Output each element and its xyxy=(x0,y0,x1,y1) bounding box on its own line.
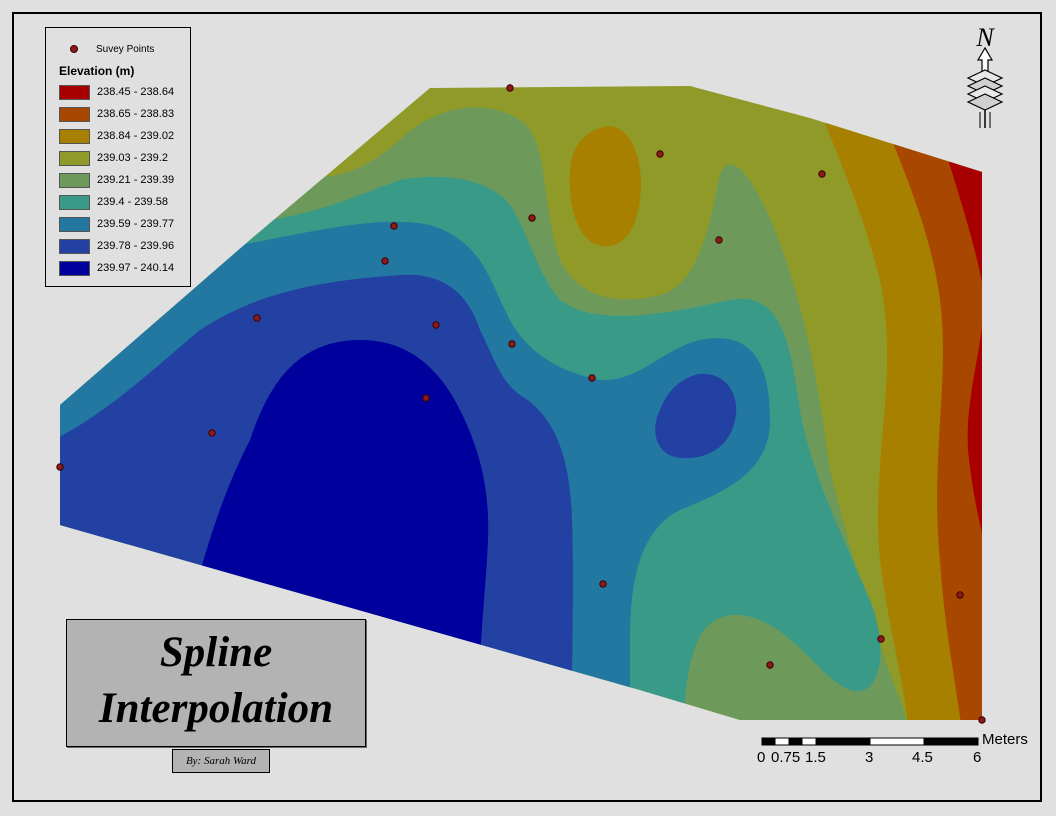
legend-class-label: 238.45 - 238.64 xyxy=(97,86,175,98)
survey-point xyxy=(599,580,607,588)
survey-point xyxy=(715,236,723,244)
scale-bar-segment xyxy=(761,737,776,746)
scale-bar-label: 4.5 xyxy=(912,749,933,766)
survey-point xyxy=(818,170,826,178)
scale-bar-label: 1.5 xyxy=(805,749,826,766)
scale-bar-segment xyxy=(923,737,979,746)
legend-swatch xyxy=(59,195,90,210)
map-title-line-1: Spline xyxy=(159,629,273,676)
legend-swatch xyxy=(59,239,90,254)
survey-point xyxy=(422,394,430,402)
legend-swatch xyxy=(59,85,90,100)
zone-class-2 xyxy=(800,86,982,720)
survey-point xyxy=(877,635,885,643)
legend-class-label: 238.84 - 239.02 xyxy=(97,130,175,142)
survey-point xyxy=(508,340,516,348)
legend-title: Elevation (m) xyxy=(59,64,135,78)
legend-class-label: 239.59 - 239.77 xyxy=(97,218,175,230)
survey-point xyxy=(506,84,514,92)
legend-class-label: 238.65 - 238.83 xyxy=(97,108,175,120)
survey-point xyxy=(432,321,440,329)
scale-bar-label: 0.75 xyxy=(771,749,801,766)
survey-point xyxy=(390,222,398,230)
survey-point xyxy=(766,661,774,669)
map-legend: Suvey Points Elevation (m) 238.45 - 238.… xyxy=(45,27,191,287)
scale-bar-label: 3 xyxy=(865,749,874,766)
north-arrow-icon: N xyxy=(966,23,1004,128)
legend-class-label: 239.03 - 239.2 xyxy=(97,152,168,164)
legend-class-label: 239.4 - 239.58 xyxy=(97,196,168,208)
survey-point-symbol-icon xyxy=(70,45,78,53)
scale-bar-label: 6 xyxy=(973,749,982,766)
legend-class-label: 239.21 - 239.39 xyxy=(97,174,175,186)
legend-points-label: Suvey Points xyxy=(96,44,155,55)
legend-class-label: 239.97 - 240.14 xyxy=(97,262,175,274)
north-arrow-letter: N xyxy=(975,23,995,52)
survey-point xyxy=(208,429,216,437)
zone-class-7-pocket xyxy=(655,373,737,459)
legend-swatch xyxy=(59,129,90,144)
scale-bar-segment xyxy=(788,737,803,746)
survey-point xyxy=(381,257,389,265)
survey-points xyxy=(56,84,986,724)
scale-bar-label: 0 xyxy=(757,749,766,766)
survey-point xyxy=(253,314,261,322)
legend-swatch xyxy=(59,261,90,276)
scale-bar-segment xyxy=(869,737,925,746)
scale-bar-segment xyxy=(774,737,790,746)
author-credit: By: Sarah Ward xyxy=(172,749,270,773)
scale-bar-unit: Meters xyxy=(982,731,1028,748)
survey-point xyxy=(56,463,64,471)
scale-bar-segment xyxy=(801,737,817,746)
legend-swatch xyxy=(59,107,90,122)
survey-point xyxy=(956,591,964,599)
survey-point xyxy=(656,150,664,158)
map-title-line-2: Interpolation xyxy=(98,685,334,732)
survey-point xyxy=(528,214,536,222)
legend-swatch xyxy=(59,151,90,166)
map-title-box: Spline Interpolation xyxy=(66,619,366,747)
zone-class-2-center xyxy=(569,126,641,247)
legend-class-label: 239.78 - 239.96 xyxy=(97,240,175,252)
survey-point xyxy=(588,374,596,382)
scale-bar-segment xyxy=(815,737,871,746)
legend-swatch xyxy=(59,173,90,188)
zone-class-1 xyxy=(860,86,982,720)
legend-swatch xyxy=(59,217,90,232)
survey-point xyxy=(978,716,986,724)
scale-bar xyxy=(761,737,979,746)
